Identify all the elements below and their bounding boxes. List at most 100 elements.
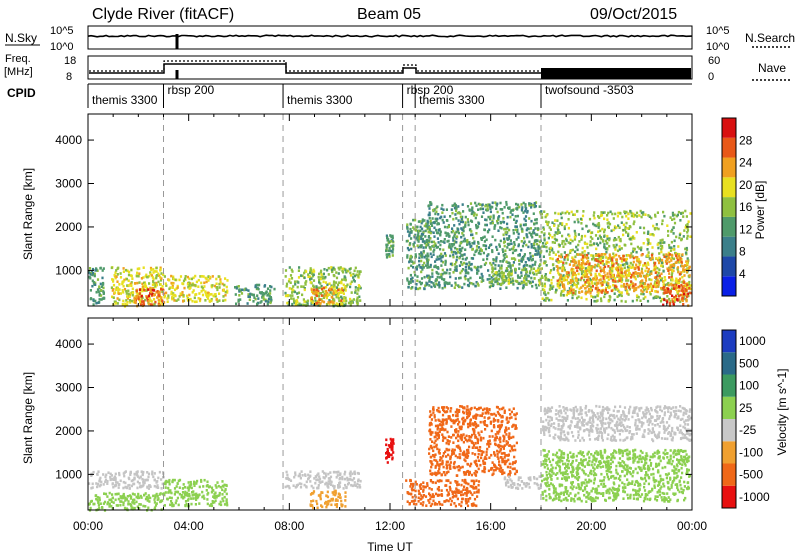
echo-cell <box>686 229 690 232</box>
echo-cell <box>435 270 438 274</box>
echo-cell <box>649 292 652 296</box>
echo-cell <box>607 265 610 268</box>
echo-cell <box>507 261 510 265</box>
echo-cell <box>315 301 318 305</box>
echo-cell <box>465 481 468 485</box>
echo-cell <box>489 215 492 219</box>
echo-cell <box>672 257 675 261</box>
echo-cell <box>651 233 654 236</box>
echo-cell <box>498 245 501 248</box>
echo-cell <box>129 470 132 474</box>
echo-cell <box>530 265 533 268</box>
echo-cell <box>671 294 674 298</box>
echo-cell <box>676 268 679 271</box>
echo-cell <box>147 294 150 298</box>
echo-cell <box>470 244 473 248</box>
echo-cell <box>613 292 616 295</box>
echo-cell <box>682 268 685 271</box>
echo-cell <box>469 228 472 231</box>
echo-cell <box>660 250 663 254</box>
echo-cell <box>678 236 681 240</box>
echo-cell <box>317 472 320 475</box>
echo-cell <box>618 245 621 248</box>
echo-cell <box>139 303 142 306</box>
echo-cell <box>632 212 635 216</box>
echo-cell <box>685 298 688 301</box>
echo-cell <box>668 243 671 247</box>
echo-cell <box>518 262 521 266</box>
echo-cell <box>505 227 508 231</box>
echo-cell <box>603 235 606 238</box>
echo-cell <box>487 246 491 249</box>
echo-cell <box>645 266 648 270</box>
echo-cell <box>609 295 612 299</box>
echo-cell <box>296 292 299 295</box>
echo-cell <box>593 216 596 220</box>
echo-cell <box>544 242 547 245</box>
echo-cell <box>646 274 649 278</box>
echo-cell <box>428 487 431 490</box>
echo-cell <box>391 446 394 450</box>
echo-cell <box>320 269 323 273</box>
echo-cell <box>686 287 689 290</box>
echo-cell <box>319 271 322 274</box>
echo-cell <box>660 247 663 251</box>
beam-title: Beam 05 <box>357 6 421 23</box>
echo-cell <box>300 470 303 473</box>
echo-cell <box>662 287 665 290</box>
echo-cell <box>558 254 561 258</box>
echo-cell <box>156 495 159 498</box>
echo-cell <box>101 269 104 272</box>
echo-cell <box>524 261 527 264</box>
echo-cell <box>661 297 664 301</box>
echo-cell <box>489 217 492 221</box>
echo-cell <box>215 486 218 489</box>
echo-cell <box>561 277 564 281</box>
echo-cell <box>412 499 415 503</box>
echo-cell <box>323 268 326 271</box>
echo-cell <box>357 284 360 287</box>
echo-cell <box>577 282 580 285</box>
echo-cell <box>385 253 388 256</box>
echo-cell <box>671 263 674 267</box>
echo-cell <box>684 247 687 251</box>
echo-cell <box>534 260 537 264</box>
echo-cell <box>219 500 222 504</box>
echo-cell <box>562 261 565 265</box>
echo-cell <box>457 444 460 448</box>
power-colorbar-swatch <box>722 197 736 217</box>
echo-cell <box>589 290 592 293</box>
noise-strip-frame <box>87 25 693 50</box>
echo-cell <box>418 229 421 233</box>
echo-cell <box>157 298 160 302</box>
echo-cell <box>460 490 463 493</box>
echo-cell <box>410 237 413 240</box>
echo-cell <box>617 268 620 272</box>
echo-cell <box>530 258 533 262</box>
echo-cell <box>443 281 446 285</box>
echo-cell <box>603 295 606 299</box>
echo-cell <box>480 265 483 268</box>
echo-cell <box>310 288 313 292</box>
echo-cell <box>594 287 597 290</box>
echo-cell <box>688 280 691 284</box>
echo-cell <box>612 252 615 256</box>
echo-cell <box>333 487 336 490</box>
echo-cell <box>646 270 650 273</box>
echo-cell <box>658 259 662 263</box>
echo-cell <box>213 500 216 504</box>
power-colorbar-swatch <box>722 236 736 257</box>
echo-cell <box>192 276 195 280</box>
echo-cell <box>571 278 574 281</box>
echo-cell <box>566 255 569 259</box>
echo-cell <box>671 279 674 282</box>
echo-cell <box>500 226 503 230</box>
echo-cell <box>624 228 627 231</box>
echo-cell <box>608 286 611 290</box>
echo-cell <box>458 256 461 260</box>
echo-cell <box>626 290 629 293</box>
echo-cell <box>453 202 456 206</box>
echo-cell <box>284 275 287 278</box>
echo-cell <box>556 227 559 230</box>
echo-cell <box>429 472 432 476</box>
